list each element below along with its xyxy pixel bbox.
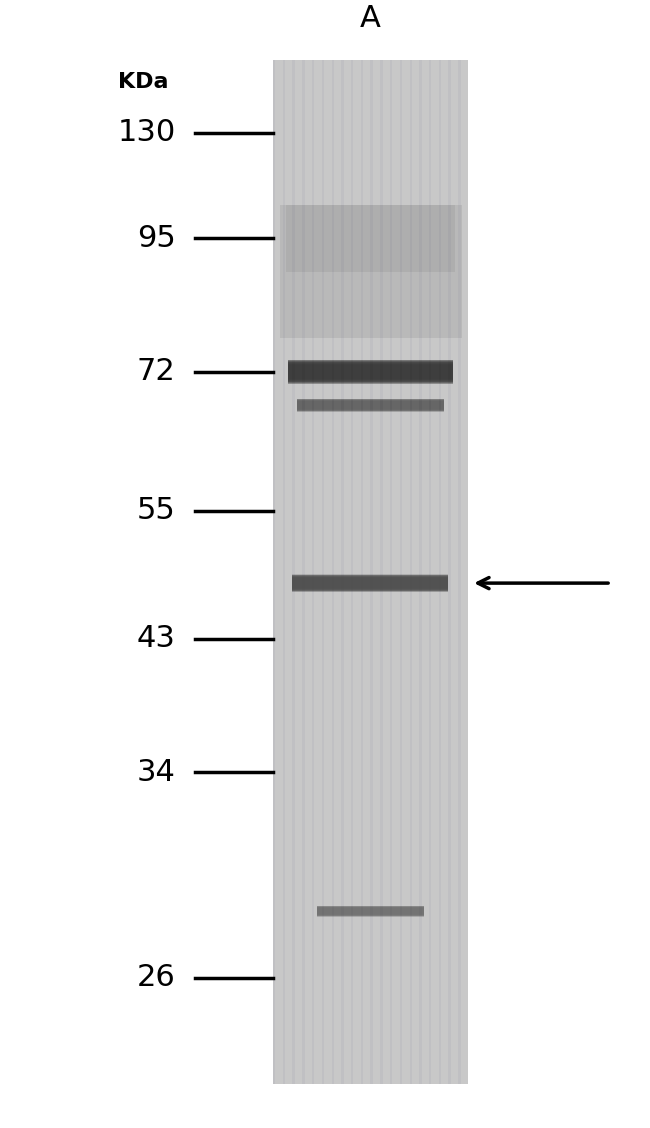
Bar: [317, 906, 424, 916]
Bar: [312, 61, 315, 1084]
Bar: [292, 578, 448, 589]
Bar: [292, 578, 448, 589]
Bar: [287, 363, 454, 380]
Bar: [298, 400, 443, 409]
Bar: [322, 61, 324, 1084]
Bar: [287, 362, 454, 381]
Bar: [298, 399, 443, 412]
Bar: [298, 400, 443, 409]
Bar: [400, 61, 402, 1084]
Bar: [317, 908, 424, 914]
Text: 34: 34: [136, 758, 176, 786]
Bar: [317, 908, 424, 915]
Bar: [273, 61, 468, 1084]
Bar: [292, 61, 295, 1084]
Bar: [292, 575, 448, 591]
Bar: [317, 907, 424, 916]
Bar: [283, 61, 285, 1084]
Bar: [361, 61, 363, 1084]
Bar: [292, 576, 448, 589]
Bar: [287, 365, 454, 378]
Bar: [410, 61, 412, 1084]
Bar: [292, 574, 448, 592]
Bar: [280, 205, 462, 338]
Bar: [317, 906, 424, 916]
Bar: [448, 61, 451, 1084]
Bar: [287, 361, 454, 384]
Bar: [317, 907, 424, 915]
Bar: [390, 61, 393, 1084]
Bar: [380, 61, 383, 1084]
Text: 26: 26: [136, 963, 176, 993]
Bar: [341, 61, 344, 1084]
Bar: [332, 61, 334, 1084]
Bar: [317, 906, 424, 917]
Bar: [287, 364, 454, 379]
Text: 95: 95: [136, 223, 176, 253]
Text: 72: 72: [136, 358, 176, 386]
Bar: [298, 400, 443, 411]
Bar: [302, 61, 305, 1084]
Bar: [317, 907, 424, 915]
Bar: [317, 908, 424, 915]
Bar: [287, 363, 454, 380]
Bar: [287, 361, 454, 382]
Bar: [298, 400, 443, 409]
Bar: [298, 402, 443, 409]
Text: 55: 55: [136, 496, 176, 526]
Bar: [317, 907, 424, 915]
Bar: [298, 402, 443, 409]
Bar: [317, 906, 424, 916]
Bar: [292, 575, 448, 591]
Text: 130: 130: [117, 118, 176, 148]
Bar: [287, 360, 454, 384]
Bar: [419, 61, 422, 1084]
Bar: [287, 364, 454, 379]
Bar: [292, 575, 448, 591]
Bar: [429, 61, 432, 1084]
Bar: [292, 574, 448, 592]
Bar: [317, 906, 424, 917]
Bar: [292, 576, 448, 590]
Bar: [287, 361, 454, 382]
Bar: [317, 907, 424, 916]
Bar: [292, 576, 448, 590]
Bar: [298, 398, 443, 412]
Bar: [286, 205, 455, 272]
Bar: [287, 362, 454, 381]
Bar: [287, 363, 454, 381]
Text: KDa: KDa: [118, 71, 169, 91]
Bar: [273, 61, 276, 1084]
Text: A: A: [360, 3, 381, 33]
Bar: [298, 399, 443, 412]
Bar: [298, 399, 443, 411]
Bar: [298, 402, 443, 408]
Bar: [370, 61, 373, 1084]
Bar: [298, 399, 443, 411]
Bar: [287, 364, 454, 379]
Bar: [458, 61, 461, 1084]
Bar: [292, 576, 448, 590]
Bar: [292, 578, 448, 588]
Bar: [317, 908, 424, 915]
Bar: [298, 399, 443, 411]
Bar: [439, 61, 441, 1084]
Bar: [317, 907, 424, 916]
Bar: [292, 579, 448, 588]
Bar: [298, 398, 443, 412]
Bar: [287, 362, 454, 382]
Bar: [351, 61, 354, 1084]
Bar: [292, 578, 448, 589]
Bar: [287, 360, 454, 384]
Text: 43: 43: [136, 624, 176, 653]
Bar: [298, 400, 443, 411]
Bar: [292, 575, 448, 591]
